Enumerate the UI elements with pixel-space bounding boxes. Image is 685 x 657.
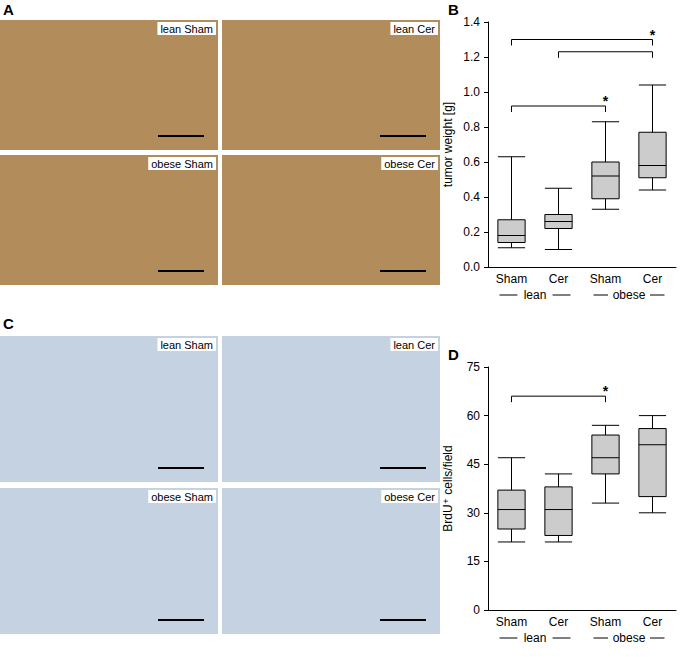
svg-text:lean: lean <box>524 631 547 645</box>
svg-text:1.4: 1.4 <box>463 15 480 29</box>
svg-text:Sham: Sham <box>496 272 527 286</box>
svg-text:30: 30 <box>467 506 481 520</box>
svg-text:lean Sham: lean Sham <box>160 339 213 351</box>
svg-text:D: D <box>448 346 459 363</box>
svg-text:A: A <box>3 1 14 18</box>
svg-text:0: 0 <box>473 603 480 617</box>
svg-text:*: * <box>603 93 609 109</box>
svg-text:0.6: 0.6 <box>463 155 480 169</box>
svg-text:60: 60 <box>467 409 481 423</box>
svg-text:obese Sham: obese Sham <box>151 158 213 170</box>
svg-text:0.2: 0.2 <box>463 225 480 239</box>
svg-text:Cer: Cer <box>643 272 662 286</box>
svg-text:Cer: Cer <box>549 272 568 286</box>
svg-text:B: B <box>448 1 459 18</box>
svg-text:lean: lean <box>524 288 547 302</box>
svg-text:obese: obese <box>613 631 646 645</box>
svg-text:lean Sham: lean Sham <box>160 23 213 35</box>
svg-text:Sham: Sham <box>590 272 621 286</box>
svg-text:obese Sham: obese Sham <box>151 491 213 503</box>
svg-text:Sham: Sham <box>590 615 621 629</box>
svg-text:obese Cer: obese Cer <box>384 158 435 170</box>
svg-text:BrdU⁺ cells/field: BrdU⁺ cells/field <box>441 445 455 531</box>
svg-text:1.0: 1.0 <box>463 85 480 99</box>
svg-text:tumor weight [g]: tumor weight [g] <box>441 102 455 187</box>
svg-text:Sham: Sham <box>496 615 527 629</box>
svg-text:0.8: 0.8 <box>463 120 480 134</box>
svg-text:*: * <box>650 27 656 43</box>
svg-text:0.0: 0.0 <box>463 260 480 274</box>
svg-text:Cer: Cer <box>549 615 568 629</box>
svg-text:15: 15 <box>467 554 481 568</box>
svg-text:obese: obese <box>613 288 646 302</box>
svg-text:45: 45 <box>467 457 481 471</box>
svg-text:lean Cer: lean Cer <box>393 339 435 351</box>
svg-text:1.2: 1.2 <box>463 50 480 64</box>
svg-text:C: C <box>3 315 14 332</box>
svg-text:Cer: Cer <box>643 615 662 629</box>
svg-text:obese Cer: obese Cer <box>384 491 435 503</box>
svg-text:0.4: 0.4 <box>463 190 480 204</box>
svg-text:lean Cer: lean Cer <box>393 23 435 35</box>
svg-text:75: 75 <box>467 360 481 374</box>
svg-text:*: * <box>603 383 609 399</box>
